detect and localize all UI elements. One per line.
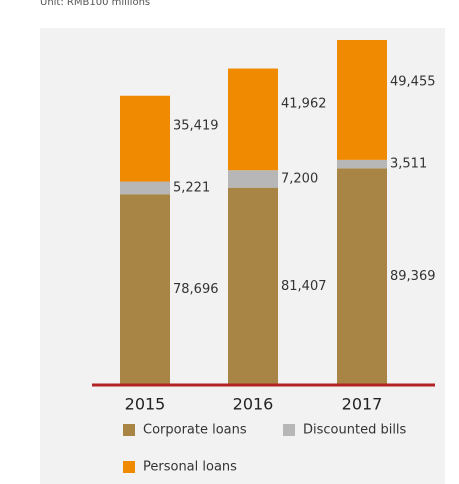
bar-segment [120, 194, 170, 385]
data-label: 89,369 [390, 269, 436, 284]
data-label: 49,455 [390, 74, 436, 89]
data-label: 78,696 [173, 282, 219, 297]
legend-label: Corporate loans [143, 423, 247, 438]
bar-segment [228, 170, 278, 188]
bar-segment [120, 181, 170, 195]
data-label: 81,407 [281, 279, 327, 294]
bar-segment [337, 168, 387, 385]
unit-label: Unit: RMB100 millions [40, 0, 150, 8]
bar-segment [228, 68, 278, 171]
legend-label: Discounted bills [303, 423, 407, 438]
legend-swatch [123, 461, 135, 473]
bar-segment [337, 159, 387, 169]
data-label: 3,511 [390, 157, 427, 172]
x-tick-label: 2016 [233, 395, 274, 414]
x-tick-label: 2015 [125, 395, 166, 414]
bar-segment [228, 187, 278, 385]
legend-swatch [123, 424, 135, 436]
data-label: 7,200 [281, 171, 318, 186]
data-label: 5,221 [173, 180, 210, 195]
bar-segment [337, 40, 387, 160]
data-label: 41,962 [281, 97, 327, 112]
x-tick-label: 2017 [342, 395, 383, 414]
bar-segment [120, 95, 170, 182]
legend-swatch [283, 424, 295, 436]
data-label: 35,419 [173, 118, 219, 133]
legend-label: Personal loans [143, 460, 237, 475]
